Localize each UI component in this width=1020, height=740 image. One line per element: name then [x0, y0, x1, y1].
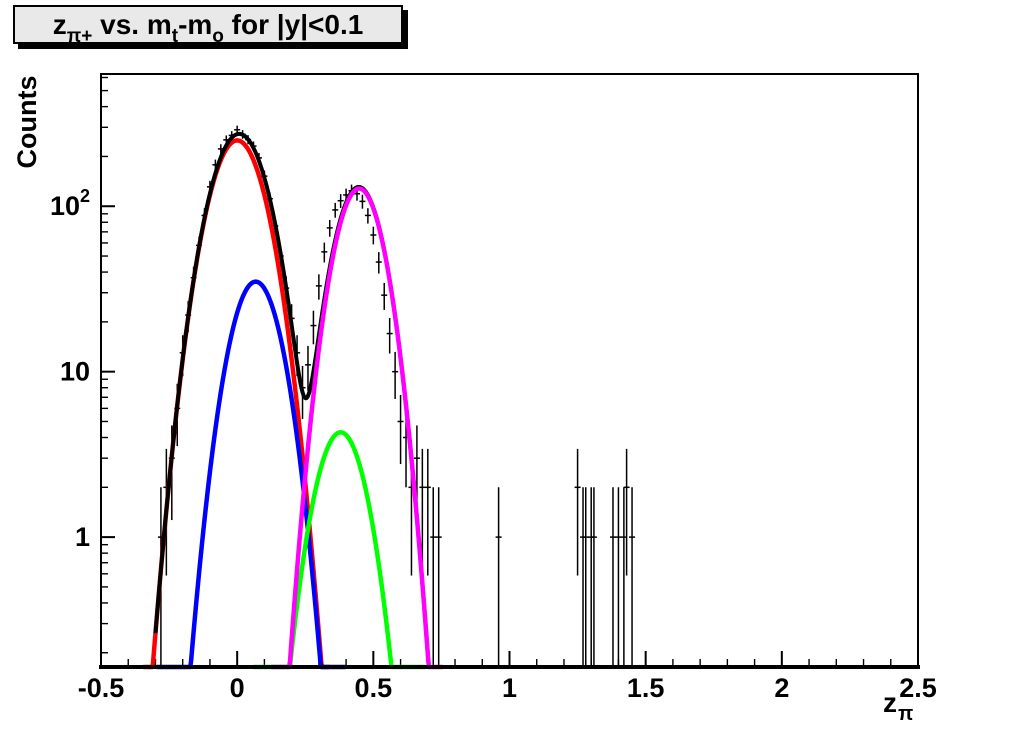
data-point [495, 487, 502, 667]
x-tick-label: 1.5 [627, 673, 665, 703]
data-point [326, 219, 333, 237]
x-tick-label: 2 [774, 673, 789, 703]
data-point [629, 487, 636, 667]
data-point [386, 317, 393, 354]
data-point [397, 394, 404, 465]
data-point [609, 487, 616, 667]
data-point [615, 487, 622, 667]
x-tick-label: -0.5 [78, 673, 125, 703]
data-point [424, 448, 431, 576]
data-point [574, 448, 581, 576]
data-point [435, 487, 442, 667]
y-tick-label: 1 [75, 522, 90, 552]
y-axis-title: Counts [12, 76, 42, 169]
data-point [315, 274, 322, 300]
data-point [337, 194, 344, 208]
plot-title-box: zπ+ vs. mt-mo for |y|<0.1 [13, 5, 403, 48]
data-point [419, 448, 426, 576]
y-tick-label: 102 [50, 186, 90, 221]
data-point [304, 345, 311, 391]
data-point [430, 487, 437, 667]
x-tick-label: 0 [230, 673, 245, 703]
x-tick-label: 1 [502, 673, 517, 703]
x-tick-label: 0.5 [355, 673, 393, 703]
data-point [582, 487, 589, 667]
data-point [332, 202, 339, 218]
data-point [375, 252, 382, 274]
data-point [310, 310, 317, 345]
data-point [623, 448, 630, 576]
curve-fit-magenta [269, 186, 445, 670]
plot-title-text: zπ+ vs. mt-mo for |y|<0.1 [52, 8, 364, 48]
data-point [381, 282, 388, 310]
data-point [370, 226, 377, 245]
data-point [321, 242, 328, 263]
data-point [364, 208, 371, 224]
plot-frame [100, 73, 919, 668]
y-tick-label: 10 [60, 357, 90, 387]
data-point [359, 194, 366, 209]
x-tick-label: 2.5 [899, 673, 937, 703]
x-axis-title: zπ [883, 687, 913, 725]
data-point [392, 351, 399, 399]
data-point [590, 487, 597, 667]
